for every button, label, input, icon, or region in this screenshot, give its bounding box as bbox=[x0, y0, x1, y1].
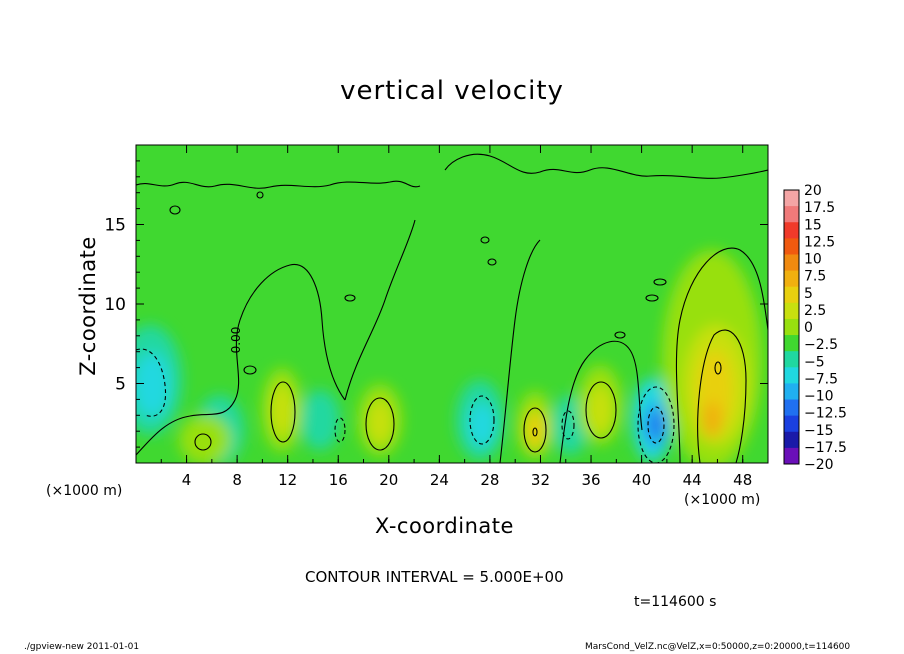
x-tick-label: 40 bbox=[632, 471, 651, 489]
colorbar-swatch bbox=[784, 399, 799, 417]
contour-interval-text: CONTOUR INTERVAL = 5.000E+00 bbox=[305, 568, 564, 586]
x-tick-label: 44 bbox=[683, 471, 702, 489]
x-tick-label: 32 bbox=[531, 471, 550, 489]
y-axis: 5 10 15 bbox=[104, 160, 768, 448]
y-tick-label: 10 bbox=[104, 295, 126, 315]
x-tick-label: 36 bbox=[581, 471, 600, 489]
colorbar-label: −20 bbox=[804, 457, 834, 473]
colorbar-swatch bbox=[784, 367, 799, 384]
x-unit-label-left: (×1000 m) bbox=[46, 483, 123, 499]
x-tick-label: 48 bbox=[733, 471, 752, 489]
y-tick-label: 5 bbox=[115, 375, 126, 395]
colorbar-label: 5 bbox=[804, 286, 813, 302]
x-axis: 4 8 12 16 20 24 28 32 36 40 44 48 bbox=[160, 145, 752, 489]
colorbar-label: −17.5 bbox=[804, 440, 847, 456]
colorbar-swatch bbox=[784, 286, 799, 304]
colorbar-label: 2.5 bbox=[804, 303, 826, 319]
footer-right: MarsCond_VelZ.nc@VelZ,x=0:50000,z=0:2000… bbox=[585, 642, 851, 652]
colorbar-frame bbox=[783, 189, 800, 465]
x-tick-label: 12 bbox=[278, 471, 297, 489]
x-tick-label: 16 bbox=[329, 471, 348, 489]
x-tick-label: 28 bbox=[480, 471, 499, 489]
colorbar-label: −7.5 bbox=[804, 371, 838, 387]
x-axis-label: X-coordinate bbox=[375, 514, 514, 538]
colorbar-label: −2.5 bbox=[804, 337, 838, 353]
colorbar-swatch bbox=[784, 270, 799, 288]
colorbar-swatch bbox=[784, 447, 799, 465]
colorbar-swatch bbox=[784, 254, 799, 272]
y-tick-label: 15 bbox=[104, 216, 126, 236]
colorbar-label: 17.5 bbox=[804, 200, 835, 216]
x-tick-label: 20 bbox=[379, 471, 398, 489]
colorbar-swatch bbox=[784, 383, 799, 401]
colorbar-label: 7.5 bbox=[804, 269, 826, 285]
colorbar-swatch bbox=[784, 190, 799, 207]
colorbar-swatch bbox=[784, 335, 799, 352]
x-tick-label: 24 bbox=[430, 471, 449, 489]
colorbar-swatch bbox=[784, 318, 799, 336]
colorbar-label: −5 bbox=[804, 354, 825, 370]
y-axis-label: Z-coordinate bbox=[76, 236, 100, 376]
colorbar-swatch bbox=[784, 431, 799, 449]
colorbar-label: −15 bbox=[804, 423, 834, 439]
colorbar-label: 0 bbox=[804, 320, 813, 336]
colorbar-label: 10 bbox=[804, 252, 822, 268]
footer-left: ./gpview-new 2011-01-01 bbox=[24, 642, 140, 652]
colorbar-label: 20 bbox=[804, 183, 822, 199]
colorbar-swatch bbox=[784, 222, 799, 239]
x-tick-label: 4 bbox=[182, 471, 192, 489]
contour-label: 0.00 bbox=[229, 327, 243, 354]
x-tick-label: 8 bbox=[232, 471, 242, 489]
colorbar-label: −10 bbox=[804, 389, 834, 405]
colorbar-label: 12.5 bbox=[804, 234, 835, 250]
colorbar-label: 15 bbox=[804, 217, 822, 233]
time-label: t=114600 s bbox=[634, 594, 717, 610]
colorbar-swatch bbox=[784, 415, 799, 433]
velocity-field: 0.00 bbox=[136, 145, 768, 463]
colorbar-swatch bbox=[784, 238, 799, 255]
chart-title: vertical velocity bbox=[340, 76, 564, 106]
colorbar-label: −12.5 bbox=[804, 406, 847, 422]
colorbar-swatch bbox=[784, 302, 799, 320]
colorbar-swatch bbox=[784, 206, 799, 223]
x-unit-label-right: (×1000 m) bbox=[684, 492, 761, 508]
colorbar-swatch bbox=[784, 351, 799, 368]
